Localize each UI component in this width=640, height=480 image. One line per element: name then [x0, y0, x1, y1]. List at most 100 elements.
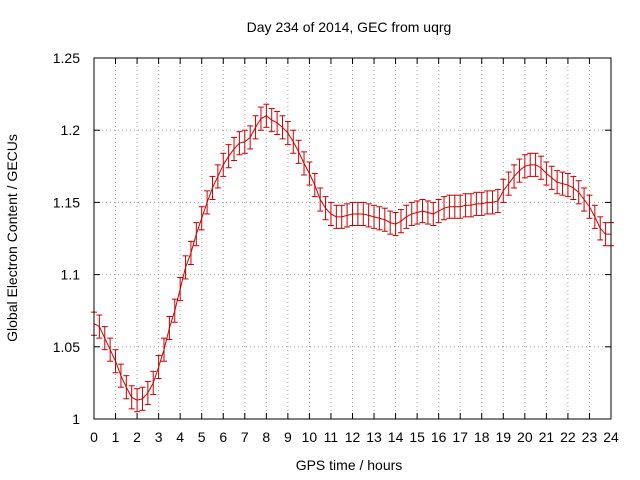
x-tick-label: 18 [474, 429, 490, 445]
error-bar [214, 164, 221, 189]
error-bar [268, 108, 275, 133]
error-bar [301, 151, 308, 176]
error-bar [317, 187, 324, 212]
error-bar [424, 200, 431, 225]
error-bar [478, 191, 485, 216]
error-bar [581, 187, 588, 212]
error-bar [171, 298, 178, 323]
error-bar [408, 201, 415, 227]
x-tick-label: 6 [219, 429, 227, 445]
error-bar [537, 155, 544, 180]
error-bar [96, 314, 103, 339]
error-bar [155, 354, 162, 380]
error-bar [306, 161, 313, 186]
error-bar [311, 173, 318, 198]
x-tick-label: 9 [284, 429, 292, 445]
error-bar [231, 136, 238, 162]
y-tick-label: 1.15 [53, 194, 80, 210]
error-bar [376, 206, 383, 231]
error-bar [327, 201, 334, 227]
error-bar [575, 180, 582, 205]
error-bar [521, 154, 528, 179]
error-bar [338, 204, 345, 229]
y-tick-label: 1 [72, 411, 80, 427]
x-tick-label: 0 [90, 429, 98, 445]
y-tick-label: 1.1 [61, 267, 81, 283]
error-bar [559, 171, 566, 196]
error-bar [177, 276, 184, 302]
error-bar [204, 190, 211, 215]
error-bar [279, 115, 286, 140]
error-bar [505, 171, 512, 196]
error-bar [193, 222, 200, 247]
error-bar [274, 110, 281, 136]
error-bar [419, 199, 426, 224]
error-bar [150, 370, 157, 395]
error-bar [241, 129, 248, 154]
error-bar [516, 158, 523, 183]
error-bar [602, 222, 609, 247]
error-bar [451, 194, 458, 219]
y-tick-label: 1.05 [53, 339, 80, 355]
x-tick-label: 23 [582, 429, 598, 445]
error-bar [597, 216, 604, 241]
error-bar [112, 349, 119, 374]
error-bar [263, 103, 270, 128]
error-bar [511, 164, 518, 189]
chart-title: Day 234 of 2014, GEC from uqrg [247, 19, 452, 35]
error-bar [371, 204, 378, 229]
error-bar [462, 193, 469, 218]
error-bar [467, 193, 474, 218]
x-tick-label: 3 [155, 429, 163, 445]
series-gec [91, 103, 614, 413]
error-bar [414, 200, 421, 225]
error-bar [554, 170, 561, 195]
x-tick-label: 2 [133, 429, 141, 445]
error-bar [387, 210, 394, 235]
x-tick-label: 7 [241, 429, 249, 445]
error-bar [354, 201, 361, 227]
error-bar [489, 190, 496, 215]
error-bar [532, 152, 539, 177]
x-axis-label: GPS time / hours [296, 457, 403, 473]
error-bar [349, 201, 356, 227]
x-tick-label: 19 [496, 429, 512, 445]
x-tick-label: 8 [262, 429, 270, 445]
error-bar [484, 190, 491, 215]
error-bar [344, 203, 351, 228]
error-bar [295, 139, 302, 164]
error-bar [290, 129, 297, 154]
error-bar [564, 173, 571, 198]
x-tick-label: 5 [198, 429, 206, 445]
error-bar [101, 326, 108, 351]
error-bar [161, 337, 168, 362]
error-bar [360, 201, 367, 227]
x-tick-label: 13 [366, 429, 382, 445]
x-tick-label: 1 [112, 429, 120, 445]
x-tick-label: 24 [603, 429, 619, 445]
y-axis-label: Global Electron Content / GECUs [4, 134, 20, 342]
error-bar [381, 207, 388, 232]
error-bar [570, 175, 577, 201]
error-bar [284, 121, 291, 146]
error-bar [187, 240, 194, 265]
error-bar [257, 106, 264, 131]
error-bar [134, 388, 141, 413]
error-bar [166, 315, 173, 341]
error-bar [365, 203, 372, 228]
error-bar [543, 161, 550, 186]
error-bar [446, 194, 453, 219]
error-bar [430, 201, 437, 227]
error-bar [128, 385, 135, 410]
x-tick-label: 22 [560, 429, 576, 445]
grid-lines [94, 58, 611, 419]
error-bar [494, 188, 501, 214]
error-bar [441, 196, 448, 221]
error-bar [252, 115, 259, 140]
error-bar [435, 199, 442, 224]
error-bar [123, 375, 130, 400]
x-tick-label: 10 [302, 429, 318, 445]
x-tick-label: 17 [452, 429, 468, 445]
error-bar [236, 131, 243, 156]
